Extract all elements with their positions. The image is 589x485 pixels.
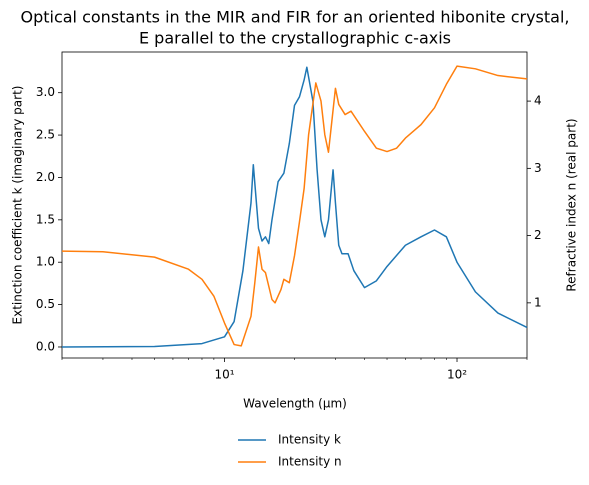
- legend-label: Intensity k: [278, 433, 341, 447]
- y-tick-label: 0.5: [36, 297, 55, 311]
- legend-label: Intensity n: [278, 455, 342, 469]
- y-tick-label: 0.0: [36, 339, 55, 353]
- chart-subtitle: E parallel to the crystallographic c-axi…: [139, 29, 451, 48]
- x-tick-label: 10¹: [214, 368, 234, 382]
- chart-title: Optical constants in the MIR and FIR for…: [20, 8, 569, 27]
- series-line: [61, 66, 528, 348]
- x-axis-label: Wavelength (μm): [243, 397, 347, 411]
- y-tick-label: 2.5: [36, 128, 55, 142]
- y2-tick-label: 2: [534, 228, 542, 242]
- y2-tick-label: 3: [534, 161, 542, 175]
- plot-frame: [61, 51, 528, 359]
- y2-tick-label: 1: [534, 295, 542, 309]
- y-tick-label: 1.5: [36, 212, 55, 226]
- series-line: [61, 65, 528, 347]
- y-axis-label: Extinction coefficient k (imaginary part…: [11, 86, 25, 325]
- y2-tick-label: 4: [534, 94, 542, 108]
- y-tick-label: 1.0: [36, 255, 55, 269]
- y2-axis-label: Refractive index n (real part): [565, 118, 579, 291]
- y-tick-label: 2.0: [36, 170, 55, 184]
- x-tick-label: 10²: [447, 368, 467, 382]
- y-tick-label: 3.0: [36, 85, 55, 99]
